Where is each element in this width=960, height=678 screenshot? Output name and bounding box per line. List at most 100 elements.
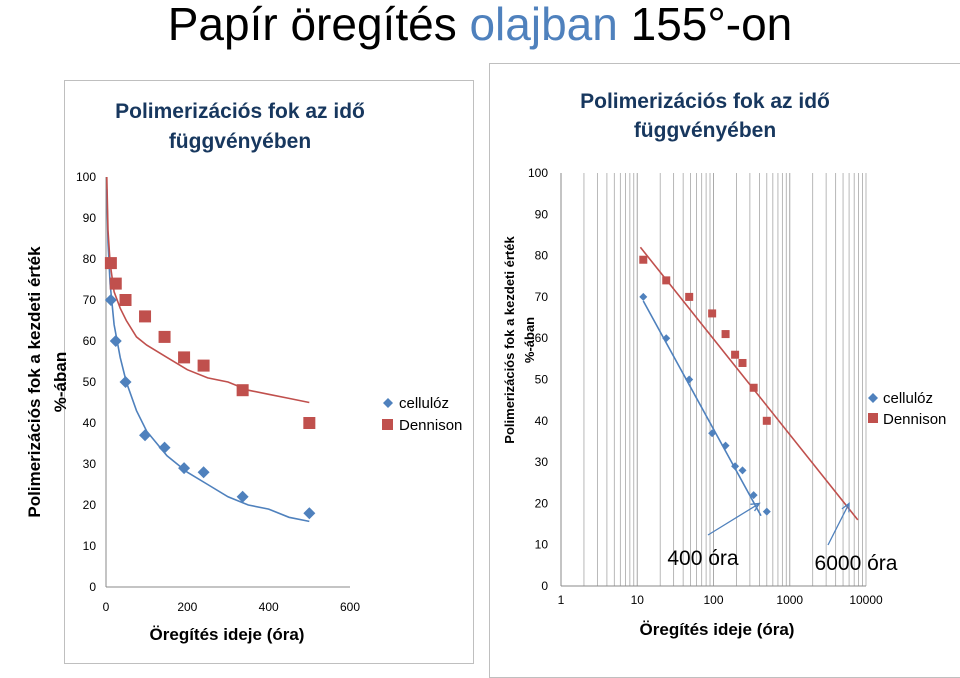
annotation-arrowhead [750, 502, 761, 512]
chart-linear-ytick-label: 40 [83, 416, 97, 430]
chart-log-ytick-label: 40 [535, 414, 549, 428]
chart-linear-xlabel: Öregítés ideje (óra) [150, 625, 305, 644]
chart-linear-xtick-label: 200 [177, 600, 197, 614]
chart-linear-ytick-label: 100 [76, 170, 96, 184]
chart-linear-ytick-label: 10 [83, 539, 97, 553]
chart-log-ytick-label: 50 [535, 373, 549, 387]
chart-linear-trendline-dennison [106, 176, 310, 404]
chart-log-xtick-label: 1000 [776, 593, 803, 607]
chart-log-trendline-cellulose [642, 300, 762, 517]
chart-linear-point-dennison [197, 359, 210, 372]
chart-linear-point-dennison [158, 330, 171, 343]
chart-log-point-cellulose [662, 334, 671, 343]
chart-linear-point-dennison [178, 351, 191, 364]
chart-log-legend-dennison: Dennison [883, 411, 946, 428]
annotation-label: 6000 óra [815, 552, 898, 575]
chart-linear-point-dennison [139, 310, 152, 323]
chart-linear-point-dennison [236, 384, 249, 397]
chart-log-point-cellulose [685, 375, 694, 384]
chart-log-xlabel: Öregítés ideje (óra) [640, 620, 795, 639]
chart-log-legend: cellulóz Dennison [868, 390, 946, 428]
chart-log-point-dennison [738, 358, 747, 367]
chart-linear-ytick-label: 30 [83, 457, 97, 471]
chart-linear-xtick-label: 600 [340, 600, 360, 614]
chart-linear-point-cellulose [158, 441, 171, 454]
chart-log-ytick-label: 20 [535, 496, 549, 510]
page-title-pre: Papír öregítés [167, 0, 470, 50]
chart-log-xtick-label: 1 [558, 593, 565, 607]
chart-log-point-cellulose [731, 462, 740, 471]
chart-log-ytick-label: 80 [535, 249, 549, 263]
legend-marker-dennison [868, 413, 878, 423]
annotation-arrow [707, 502, 760, 536]
chart-linear-point-cellulose [303, 507, 316, 520]
chart-log-ytick-label: 60 [535, 331, 549, 345]
chart-log-ytick-label: 70 [535, 290, 549, 304]
chart-log-point-cellulose [738, 466, 747, 475]
chart-log-point-cellulose [708, 429, 717, 438]
chart-linear-ytick-label: 60 [83, 334, 97, 348]
chart-linear-ylabel-line1: Polimerizációs fok a kezdeti érték [25, 246, 44, 518]
chart-linear-legend: cellulóz Dennison [382, 395, 462, 434]
chart-log-point-cellulose [639, 292, 648, 301]
chart-log-point-dennison [685, 292, 694, 301]
chart-log-point-cellulose [721, 441, 730, 450]
chart-log-ytick-label: 30 [535, 455, 549, 469]
chart-log-ylabel-line2: %-ában [522, 317, 537, 363]
chart-log-xtick-label: 10000 [849, 593, 883, 607]
chart-linear-point-cellulose [104, 294, 117, 306]
chart-log-point-dennison [662, 276, 671, 285]
chart-log-point-dennison [639, 255, 648, 264]
chart-linear-point-cellulose [109, 335, 122, 347]
annotation-label: 400 óra [667, 547, 739, 570]
chart-linear-ytick-label: 0 [89, 580, 96, 594]
chart-log-ytick-label: 100 [528, 166, 548, 180]
chart-linear-point-cellulose [119, 376, 132, 388]
chart-log-point-dennison [721, 330, 730, 339]
chart-linear-ytick-label: 90 [83, 211, 97, 225]
page-title-post: 155°-on [617, 0, 793, 50]
chart-log-trendline-dennison [639, 246, 859, 521]
chart-log-point-cellulose [749, 491, 758, 500]
page-title-highlight: olajban [469, 0, 618, 50]
chart-log-title-line2: függvényében [634, 119, 776, 142]
chart-linear-point-dennison [104, 257, 117, 270]
legend-marker-cellulose [383, 398, 393, 408]
chart-linear-ylabel-line2: %-ában [51, 352, 70, 412]
chart-linear-legend-cellulose: cellulóz [399, 395, 449, 412]
chart-log-point-dennison [731, 350, 740, 359]
chart-linear-ytick-label: 80 [83, 252, 97, 266]
chart-linear-xtick-label: 400 [259, 600, 279, 614]
chart-log-ytick-label: 90 [535, 207, 549, 221]
chart-log-point-cellulose [762, 507, 771, 516]
chart-log-xtick-label: 100 [703, 593, 723, 607]
chart-linear-point-cellulose [139, 429, 152, 442]
chart-log-legend-cellulose: cellulóz [883, 390, 933, 407]
chart-linear-ytick-label: 50 [83, 375, 97, 389]
chart-linear-point-cellulose [236, 490, 249, 503]
chart-linear-point-dennison [109, 277, 122, 290]
chart-log-ytick-label: 10 [535, 538, 549, 552]
chart-log-xtick-label: 10 [631, 593, 645, 607]
chart-linear-point-cellulose [197, 466, 210, 479]
chart-linear-ytick-label: 70 [83, 293, 97, 307]
annotation-arrow [827, 503, 850, 546]
chart-linear-ytick-label: 20 [83, 498, 97, 512]
chart-linear-point-cellulose [178, 462, 191, 475]
legend-marker-dennison [382, 419, 393, 430]
chart-linear-point-dennison [119, 294, 132, 306]
chart-log-point-dennison [762, 416, 771, 425]
page-title: Papír öregítés olajban 155°-on [0, 0, 960, 52]
chart-linear-title-line2: függvényében [169, 130, 311, 153]
chart-panel-linear [64, 80, 474, 664]
chart-log-ytick-label: 0 [541, 579, 548, 593]
chart-linear-title-line1: Polimerizációs fok az idő [115, 100, 365, 123]
chart-panel-log [489, 63, 960, 678]
chart-log-point-dennison [749, 383, 758, 392]
legend-marker-cellulose [868, 393, 878, 403]
chart-linear-point-dennison [303, 417, 316, 429]
chart-log-point-dennison [708, 309, 717, 318]
chart-linear-legend-dennison: Dennison [399, 417, 462, 434]
